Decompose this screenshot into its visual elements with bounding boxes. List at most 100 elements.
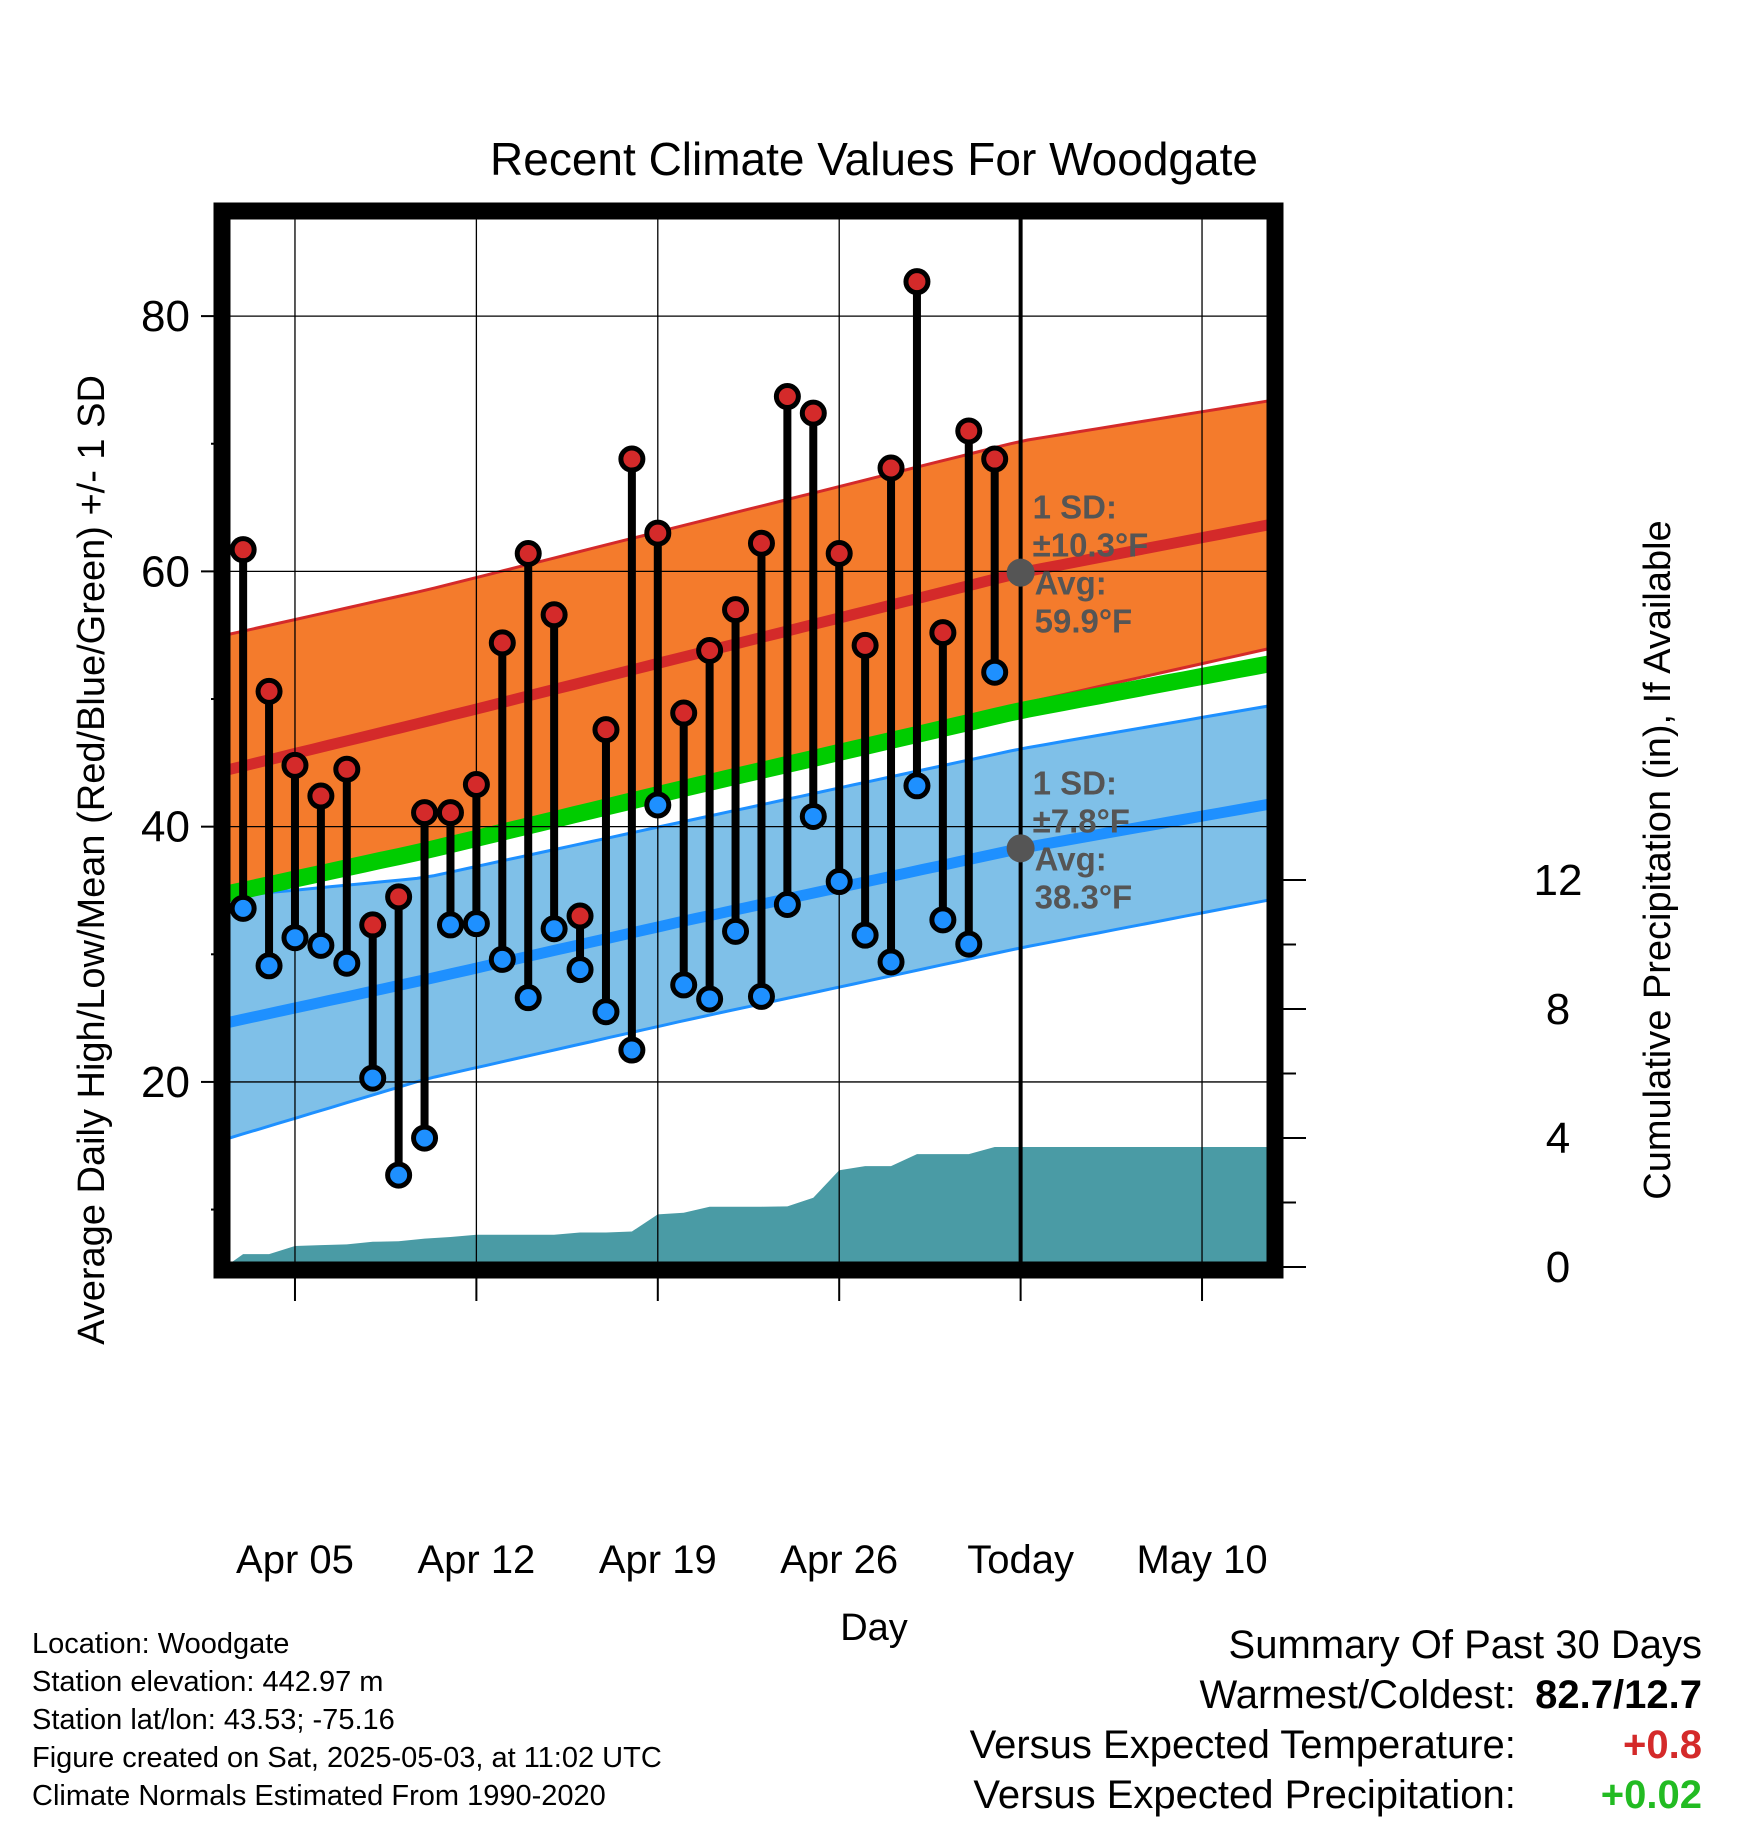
- daily-high-point: [543, 604, 565, 626]
- daily-high-point: [854, 634, 876, 656]
- daily-low-point: [414, 1127, 436, 1149]
- daily-high-point: [984, 448, 1006, 470]
- daily-low-point: [673, 974, 695, 996]
- daily-low-point: [880, 951, 902, 973]
- daily-high-point: [595, 719, 617, 741]
- daily-low-point: [750, 985, 772, 1007]
- temp-departure-value: +0.8: [1527, 1720, 1702, 1770]
- y-left-tick-label: 80: [141, 292, 190, 341]
- daily-low-point: [388, 1164, 410, 1186]
- daily-high-point: [958, 420, 980, 442]
- chart-title: Recent Climate Values For Woodgate: [490, 133, 1258, 185]
- x-tick-label: Apr 19: [599, 1538, 717, 1582]
- normals-text: Climate Normals Estimated From 1990-2020: [32, 1777, 662, 1815]
- today-window-label: 30: [1033, 1378, 1073, 1419]
- precipitation-area: [225, 1147, 1272, 1267]
- daily-high-point: [258, 680, 280, 702]
- y-left-tick-label: 20: [141, 1058, 190, 1107]
- climate-chart: Recent Climate Values For Woodgate 1 SD:…: [0, 0, 1748, 1828]
- x-tick-label: Apr 26: [780, 1538, 898, 1582]
- precip-departure-label: Versus Expected Precipitation:: [973, 1773, 1516, 1817]
- elevation-text: Station elevation: 442.97 m: [32, 1663, 662, 1701]
- x-tick-label: May 10: [1136, 1538, 1267, 1582]
- high-sd-annotation-line: 59.9°F: [1035, 603, 1133, 640]
- daily-low-point: [465, 913, 487, 935]
- y-right-tick-label: 8: [1546, 985, 1570, 1034]
- today-high-normal-marker: [1007, 559, 1035, 587]
- daily-low-point: [284, 927, 306, 949]
- summary-title: Summary Of Past 30 Days: [970, 1620, 1702, 1670]
- daily-high-point: [673, 702, 695, 724]
- daily-high-point: [439, 802, 461, 824]
- location-text: Location: Woodgate: [32, 1625, 662, 1663]
- warm-cold-value: 82.7/12.7: [1527, 1670, 1702, 1720]
- y-left-tick-label: 40: [141, 803, 190, 852]
- high-sd-annotation-line: 1 SD:: [1033, 489, 1117, 526]
- daily-low-point: [854, 924, 876, 946]
- daily-high-point: [517, 543, 539, 565]
- station-info: Location: Woodgate Station elevation: 44…: [32, 1625, 662, 1815]
- daily-low-point: [232, 897, 254, 919]
- temp-departure-row: Versus Expected Temperature: +0.8: [970, 1720, 1702, 1770]
- x-tick-label: Today: [967, 1538, 1074, 1582]
- daily-high-point: [362, 914, 384, 936]
- daily-high-point: [647, 522, 669, 544]
- daily-low-point: [984, 661, 1006, 683]
- x-tick-label: Apr 05: [236, 1538, 354, 1582]
- daily-low-point: [543, 918, 565, 940]
- y-right-tick-label: 4: [1546, 1114, 1570, 1163]
- temp-departure-label: Versus Expected Temperature:: [970, 1723, 1516, 1767]
- precip-departure-value: +0.02: [1527, 1770, 1702, 1820]
- daily-high-point: [880, 457, 902, 479]
- latlon-text: Station lat/lon: 43.53; -75.16: [32, 1701, 662, 1739]
- daily-low-point: [802, 805, 824, 827]
- high-sd-annotation-line: ±10.3°F: [1033, 527, 1149, 564]
- summary-panel: Summary Of Past 30 Days Warmest/Coldest:…: [970, 1620, 1702, 1820]
- daily-high-point: [232, 539, 254, 561]
- daily-high-point: [310, 785, 332, 807]
- low-sd-annotation-line: Avg:: [1035, 840, 1107, 877]
- x-axis-label: Day: [840, 1607, 908, 1649]
- daily-high-point: [336, 758, 358, 780]
- daily-high-point: [699, 640, 721, 662]
- high-sd-annotation-line: Avg:: [1035, 565, 1107, 602]
- low-sd-annotation-line: 38.3°F: [1035, 878, 1133, 915]
- daily-high-point: [802, 402, 824, 424]
- y-right-tick-label: 12: [1534, 856, 1583, 905]
- daily-high-point: [725, 599, 747, 621]
- daily-low-point: [699, 988, 721, 1010]
- daily-high-point: [388, 886, 410, 908]
- daily-low-point: [569, 959, 591, 981]
- daily-low-point: [776, 894, 798, 916]
- today-window-label: Days: [1033, 1422, 1119, 1463]
- daily-low-point: [439, 914, 461, 936]
- daily-high-point: [491, 632, 513, 654]
- low-sd-annotation-line: ±7.8°F: [1033, 802, 1130, 839]
- x-tick-label: Apr 12: [417, 1538, 535, 1582]
- daily-low-point: [958, 933, 980, 955]
- daily-low-point: [362, 1067, 384, 1089]
- daily-low-point: [932, 909, 954, 931]
- today-low-normal-marker: [1007, 834, 1035, 862]
- created-text: Figure created on Sat, 2025-05-03, at 11…: [32, 1739, 662, 1777]
- daily-high-point: [569, 905, 591, 927]
- daily-low-point: [336, 952, 358, 974]
- daily-low-point: [517, 987, 539, 1009]
- low-sd-annotation-line: 1 SD:: [1033, 764, 1117, 801]
- y-right-tick-label: 0: [1546, 1243, 1570, 1292]
- daily-high-point: [776, 386, 798, 408]
- daily-high-point: [465, 774, 487, 796]
- daily-low-point: [647, 794, 669, 816]
- y-axis-label-right: Cumulative Precipitation (in), If Availa…: [1637, 520, 1679, 1199]
- y-axis-label-left: Average Daily High/Low/Mean (Red/Blue/Gr…: [71, 375, 113, 1345]
- precip-departure-row: Versus Expected Precipitation: +0.02: [970, 1770, 1702, 1820]
- daily-high-point: [906, 271, 928, 293]
- daily-low-point: [906, 775, 928, 797]
- daily-high-point: [828, 543, 850, 565]
- daily-low-point: [491, 948, 513, 970]
- daily-high-point: [621, 448, 643, 470]
- daily-low-point: [310, 934, 332, 956]
- warm-cold-row: Warmest/Coldest: 82.7/12.7: [970, 1670, 1702, 1720]
- daily-low-point: [621, 1039, 643, 1061]
